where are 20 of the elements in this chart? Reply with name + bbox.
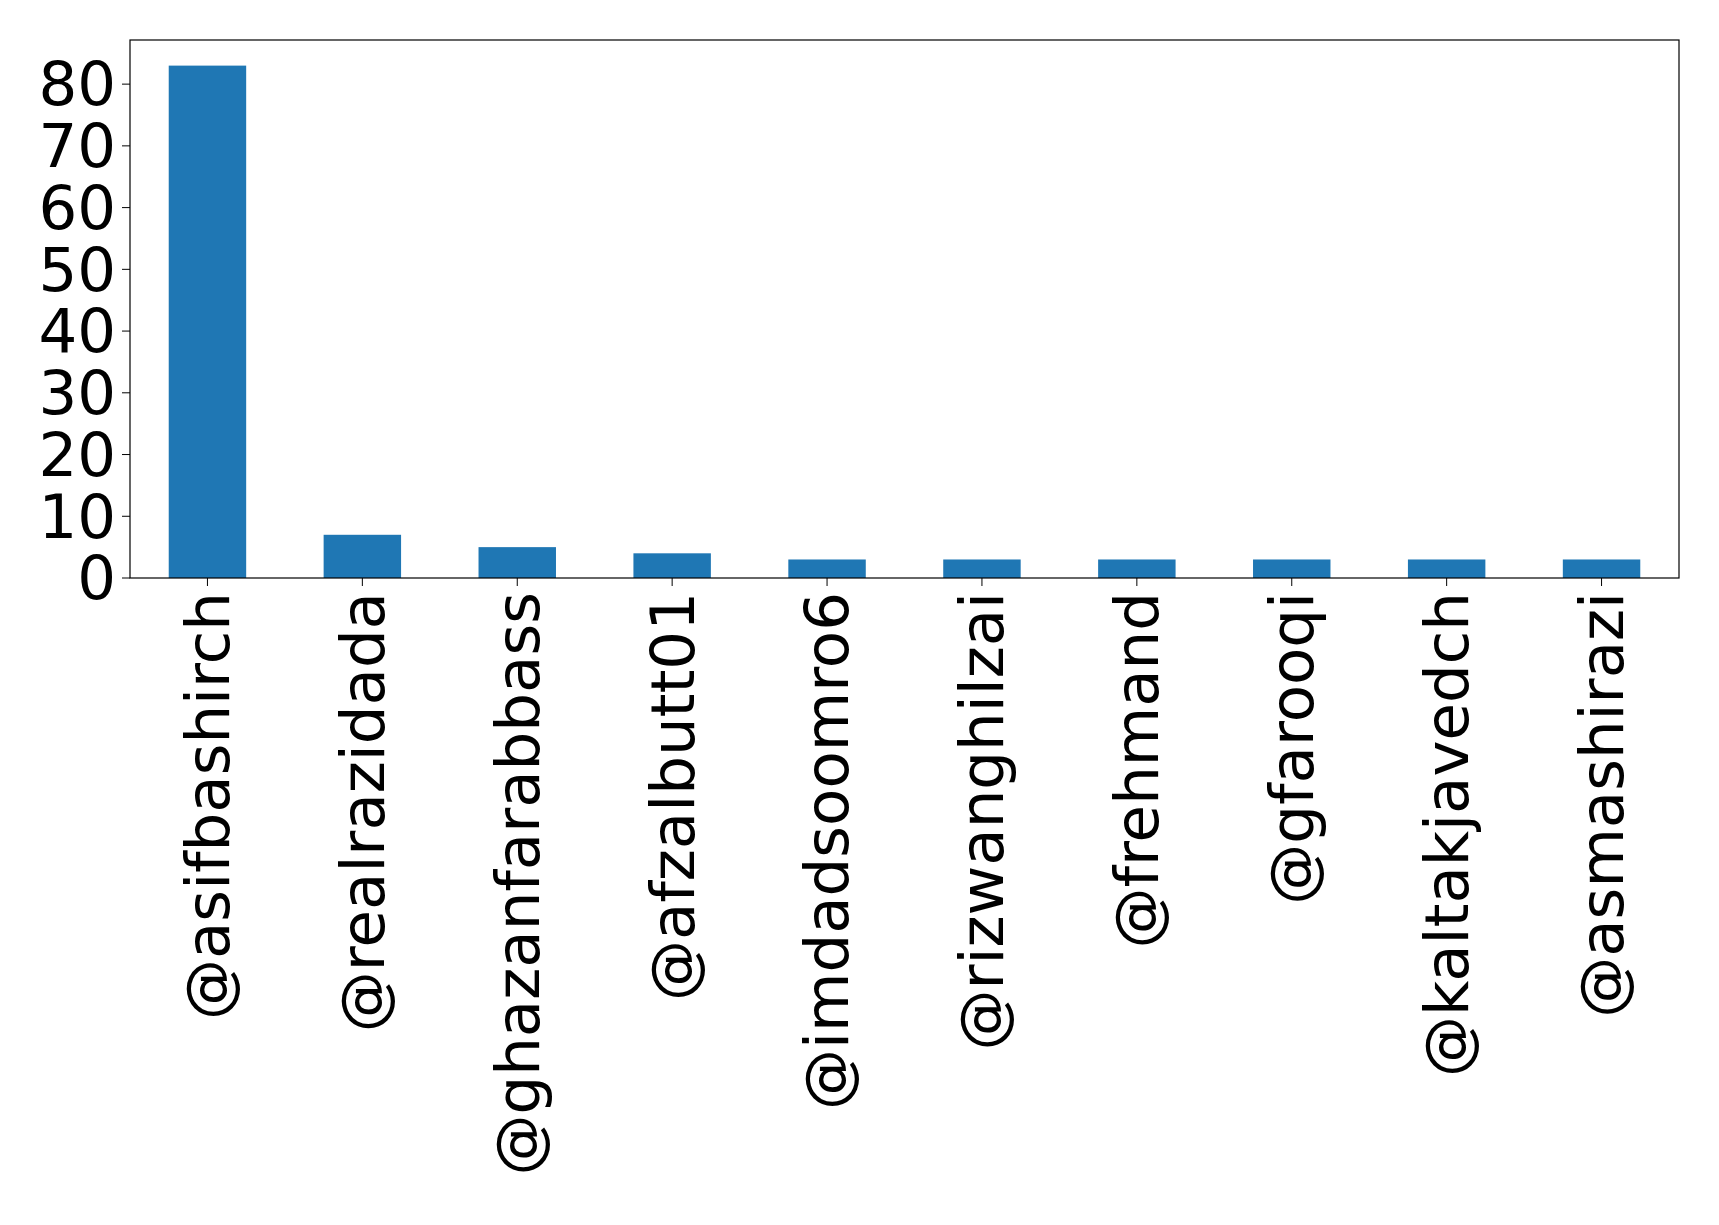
x-tick-label: @gfarooqi — [1256, 592, 1328, 905]
bar — [943, 559, 1021, 578]
bar — [168, 65, 247, 578]
bar — [788, 559, 866, 578]
bar — [1562, 559, 1641, 578]
x-tick-label: @asifbashirch — [171, 592, 243, 1021]
x-tick-label: @frehmand — [1101, 592, 1173, 949]
bar — [1407, 559, 1486, 578]
x-tick-label: @ghazanfarabbass — [481, 592, 553, 1176]
bar — [478, 547, 556, 578]
bar — [1253, 559, 1331, 578]
x-tick-label: @afzalbutt01 — [636, 592, 708, 1002]
x-tick-label: @imdadsoomro6 — [791, 592, 863, 1110]
bar — [1098, 559, 1176, 578]
x-tick-label: @asmashirazi — [1565, 592, 1637, 1018]
bar — [323, 534, 402, 578]
x-tick-label: @kaltakjavedch — [1411, 592, 1482, 1078]
bar — [633, 553, 711, 578]
x-tick-label: @rizwanghilzai — [946, 592, 1018, 1051]
x-tick-label: @realrazidada — [326, 592, 398, 1033]
